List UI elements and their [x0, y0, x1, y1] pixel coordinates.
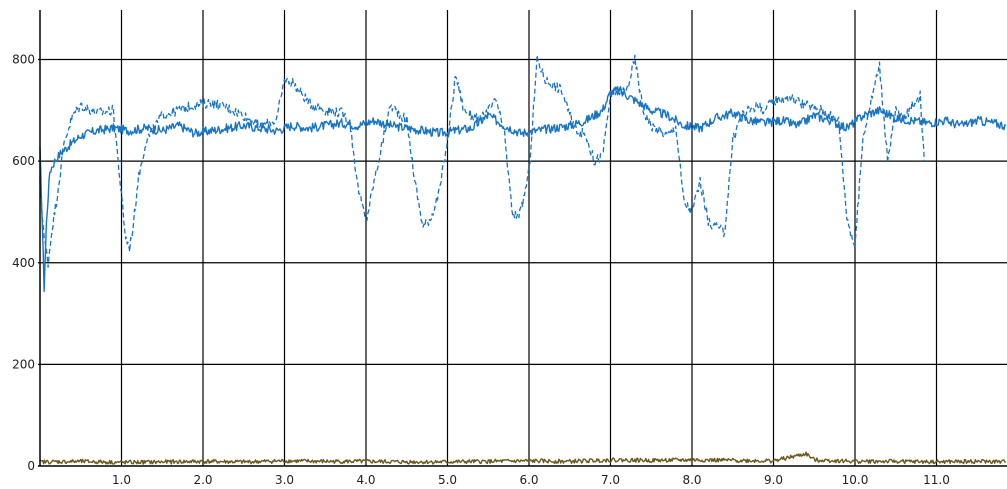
series-line-0 — [39, 86, 1007, 293]
x-tick-label: 4.0 — [356, 473, 375, 487]
x-tick-label: 9.0 — [764, 473, 783, 487]
y-tick-label: 0 — [27, 459, 35, 473]
axes — [38, 10, 1007, 467]
series-line-2 — [39, 451, 1006, 465]
series-group — [39, 54, 1007, 465]
x-tick-label: 5.0 — [438, 473, 457, 487]
x-tick-label: 3.0 — [275, 473, 294, 487]
x-tick-label: 7.0 — [601, 473, 620, 487]
x-tick-label: 6.0 — [519, 473, 538, 487]
y-tick-label: 400 — [12, 256, 35, 270]
grid — [38, 10, 1007, 466]
tick-labels: 1.0 2.0 3.0 4.0 5.0 6.0 7.0 8.0 9.0 10.0 11.0 0 200 4… — [12, 53, 950, 488]
x-tick-label: 11.0 — [923, 473, 950, 487]
x-tick-label: 1.0 — [112, 473, 131, 487]
y-tick-label: 800 — [12, 53, 35, 67]
x-tick-label: 2.0 — [193, 473, 212, 487]
y-tick-label: 600 — [12, 154, 35, 168]
series-line-1 — [39, 54, 925, 268]
x-tick-label: 8.0 — [682, 473, 701, 487]
x-tick-label: 10.0 — [842, 473, 869, 487]
y-tick-label: 200 — [12, 357, 35, 371]
